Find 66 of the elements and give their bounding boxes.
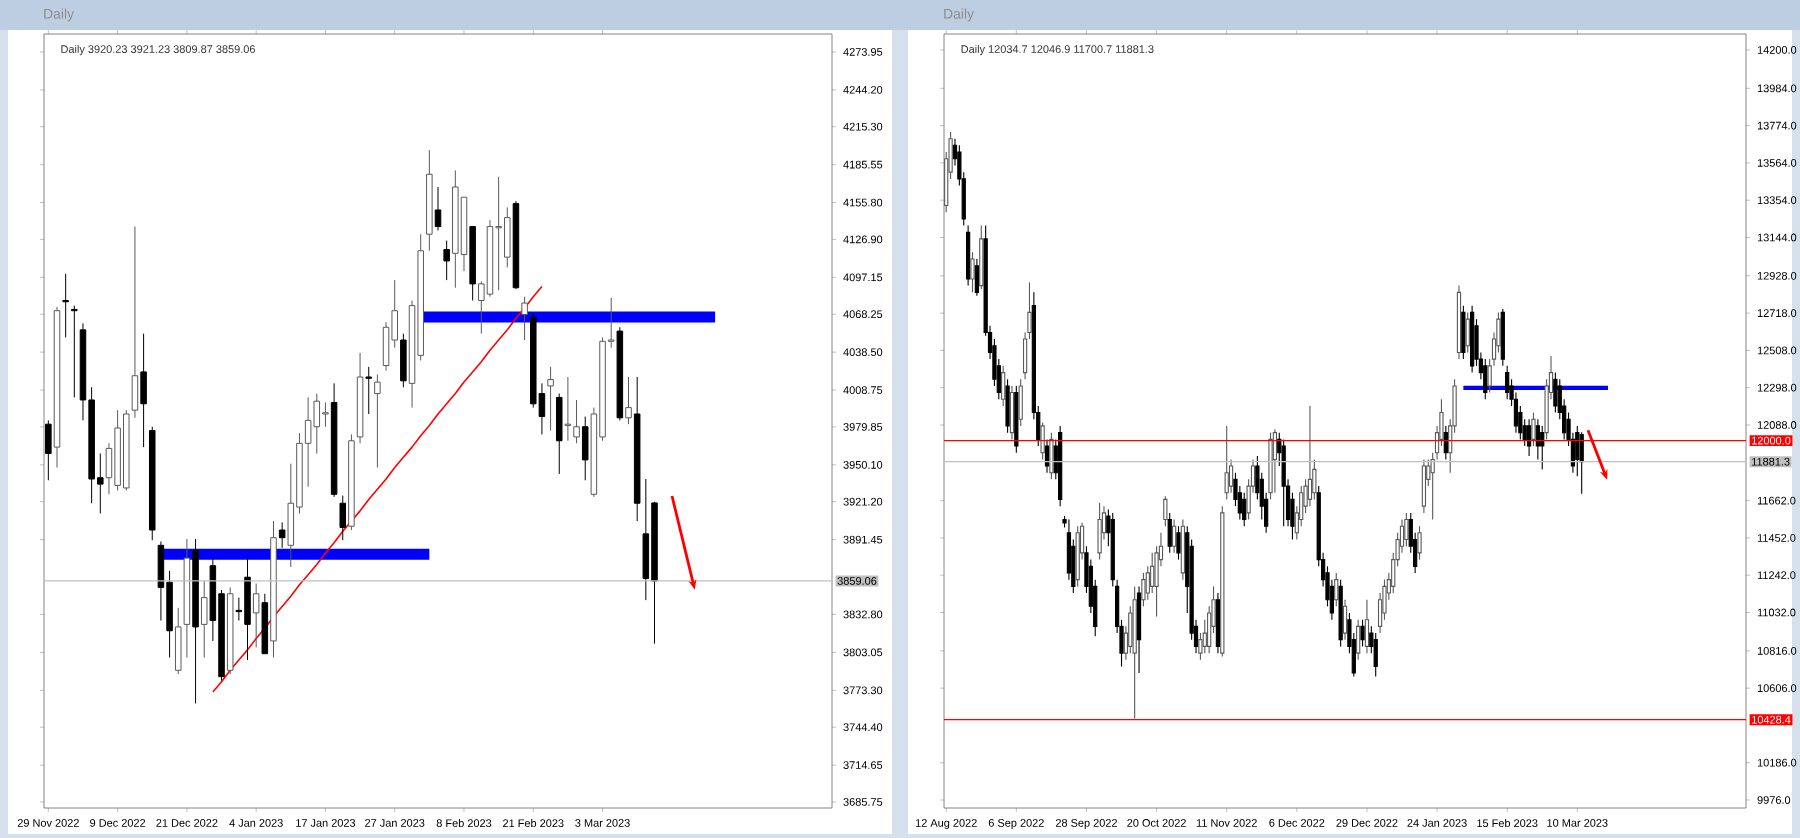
candlestick	[1469, 305, 1475, 374]
candlestick	[356, 352, 364, 444]
candlestick	[486, 219, 494, 298]
candlestick	[348, 433, 355, 531]
candlestick	[1496, 311, 1501, 354]
candlestick	[200, 580, 208, 659]
candlestick	[252, 583, 260, 648]
candlestick	[573, 399, 580, 444]
candlestick	[1027, 281, 1032, 340]
candlestick	[1005, 378, 1010, 434]
candlestick	[547, 366, 554, 432]
candlestick	[1171, 518, 1177, 554]
candlestick	[53, 306, 61, 469]
candlestick	[1513, 391, 1519, 434]
candlestick	[1487, 358, 1492, 394]
candlestick	[1058, 425, 1063, 507]
candlestick	[1009, 385, 1015, 440]
candlestick	[192, 538, 199, 704]
candlestick	[625, 376, 632, 425]
candlestick	[270, 520, 277, 659]
candlestick	[1176, 525, 1181, 561]
candlestick	[1299, 485, 1304, 527]
candlestick	[992, 338, 997, 387]
candlestick	[1220, 505, 1225, 658]
candlestick	[1145, 565, 1150, 601]
candlestick	[521, 296, 528, 341]
candlestick	[529, 312, 537, 409]
candlestick	[374, 373, 381, 469]
candlestick	[1001, 365, 1006, 407]
candlestick	[226, 586, 234, 675]
candlestick	[1132, 585, 1137, 720]
candlestick	[452, 169, 459, 289]
candlestick	[365, 366, 373, 415]
candlestick	[1465, 311, 1470, 354]
candlestick	[148, 426, 156, 541]
candlestick	[642, 478, 650, 601]
candlestick	[512, 200, 520, 289]
candlestick	[1198, 632, 1203, 661]
candlestick	[966, 225, 971, 287]
candlestick	[1373, 632, 1378, 677]
candlestick	[1207, 605, 1212, 654]
candlestick	[434, 186, 442, 231]
candlestick	[1579, 431, 1584, 495]
candlestick	[1377, 592, 1383, 634]
candlestick	[1303, 478, 1308, 514]
candlestick	[1154, 545, 1159, 617]
candlestick	[633, 376, 641, 522]
candlestick	[581, 416, 589, 481]
candlestick	[278, 521, 286, 549]
candlestick	[45, 419, 52, 481]
candlestick	[400, 333, 407, 388]
candlestick	[140, 333, 147, 448]
candlestick	[330, 382, 338, 498]
candlestick	[1540, 425, 1545, 470]
candlestick	[426, 149, 433, 252]
candlestick	[1018, 378, 1023, 427]
candlestick	[131, 226, 139, 419]
candlestick	[616, 326, 624, 421]
candlestick	[183, 538, 191, 659]
candlestick	[1180, 518, 1185, 581]
candlestick	[1474, 318, 1479, 367]
candlestick	[1128, 605, 1133, 654]
candlestick	[62, 273, 69, 338]
candlestick	[174, 607, 182, 675]
candlestick	[1417, 525, 1422, 561]
candlestick	[1014, 385, 1019, 454]
